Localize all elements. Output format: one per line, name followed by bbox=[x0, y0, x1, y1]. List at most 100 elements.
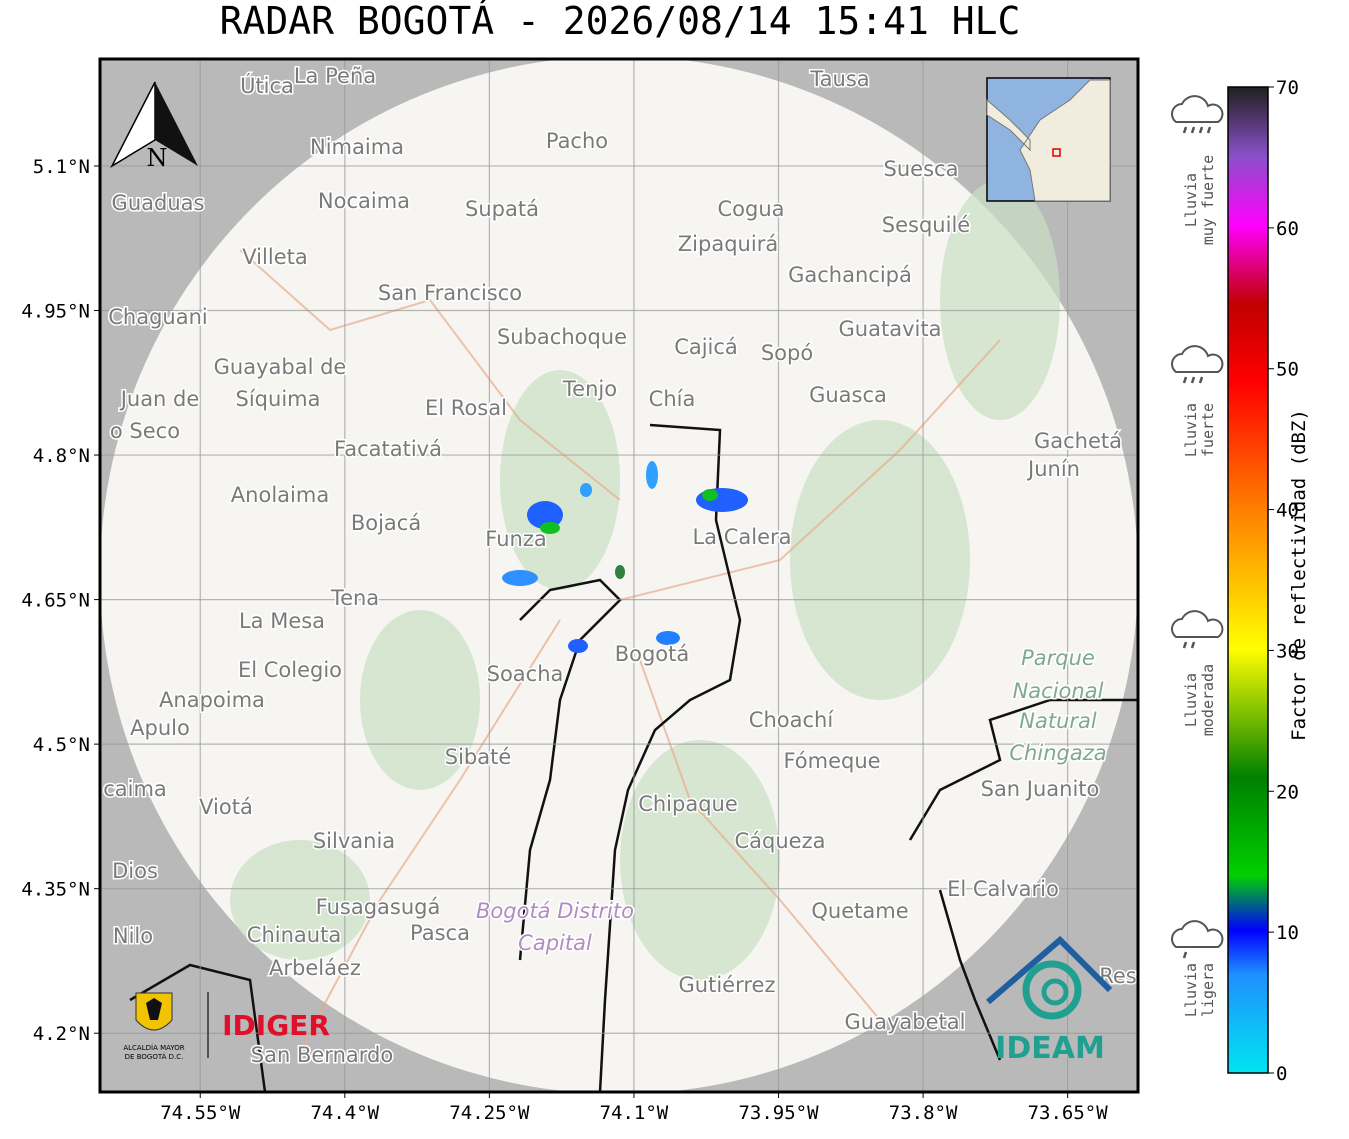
place-label: Capital bbox=[518, 931, 592, 955]
place-label: o Seco bbox=[110, 419, 180, 443]
place-label: Guayabal de bbox=[214, 355, 347, 379]
rain-drop bbox=[1182, 951, 1188, 959]
place-label: San Juanito bbox=[981, 777, 1100, 801]
rain-drop bbox=[1190, 126, 1196, 134]
rain-level-label: Lluvia bbox=[1182, 173, 1200, 227]
place-label: Nimaima bbox=[310, 135, 404, 159]
place-label: Nilo bbox=[113, 924, 153, 948]
rain-level-label: Lluvia bbox=[1182, 403, 1200, 457]
colorbar-tick-label: 50 bbox=[1276, 359, 1299, 381]
rain-level-label: Lluvia bbox=[1182, 673, 1200, 727]
rain-icon bbox=[1171, 95, 1224, 123]
place-label: Nacional bbox=[1013, 679, 1104, 703]
place-label: Bojacá bbox=[351, 511, 421, 535]
rain-drop bbox=[1182, 376, 1188, 384]
place-label: Dios bbox=[112, 859, 158, 883]
place-label: Tena bbox=[330, 586, 379, 610]
terrain bbox=[230, 180, 1060, 980]
ideam-logo: IDEAM bbox=[986, 935, 1113, 1066]
y-tick-label: 4.95°N bbox=[21, 301, 90, 323]
place-label: San Francisco bbox=[378, 281, 522, 305]
place-label: Natural bbox=[1019, 709, 1097, 733]
roads bbox=[239, 249, 1001, 1051]
place-label: La Calera bbox=[692, 525, 791, 549]
place-label: Junín bbox=[1026, 457, 1080, 481]
place-labels: Útica La Peña Tausa Pacho Nimaima Guaduas Noca… bbox=[102, 63, 1138, 1069]
place-label: Sesquilé bbox=[882, 213, 970, 237]
rain-icon bbox=[1171, 610, 1224, 638]
x-tick-label: 73.65°W bbox=[1028, 1102, 1109, 1124]
plot-frame bbox=[98, 57, 1140, 1094]
place-label: Cajicá bbox=[674, 335, 738, 359]
map bbox=[100, 59, 1138, 1092]
colorbar bbox=[1227, 86, 1269, 1074]
place-label: Gachetá bbox=[1034, 429, 1122, 453]
place-label: Juan de bbox=[119, 387, 200, 411]
ideam-text: IDEAM bbox=[995, 1031, 1105, 1066]
place-label: Sibaté bbox=[445, 745, 512, 769]
rain-level-label: ligera bbox=[1199, 963, 1217, 1017]
x-tick-label: 73.95°W bbox=[738, 1102, 819, 1124]
place-label: Apulo bbox=[130, 716, 190, 740]
place-label: Síquima bbox=[236, 387, 321, 411]
place-label: Suesca bbox=[884, 157, 959, 181]
place-label: San Bernardo bbox=[251, 1043, 393, 1067]
inset-map bbox=[986, 77, 1111, 202]
place-label: Fusagasugá bbox=[316, 895, 441, 919]
y-tick-label: 4.65°N bbox=[21, 590, 90, 612]
place-label: Facatativá bbox=[334, 437, 442, 461]
place-label: Nocaima bbox=[318, 189, 410, 213]
colorbar-tick-label: 0 bbox=[1276, 1063, 1287, 1085]
place-label: Anapoima bbox=[159, 688, 265, 712]
place-label: Bogotá bbox=[615, 642, 690, 666]
y-tick-label: 4.2°N bbox=[33, 1023, 90, 1045]
place-label: Guatavita bbox=[839, 317, 942, 341]
place-label: Pacho bbox=[546, 129, 608, 153]
place-label: Zipaquirá bbox=[678, 232, 778, 256]
rain-drop bbox=[1198, 376, 1204, 384]
rain-drop bbox=[1206, 126, 1212, 134]
place-label: Pasca bbox=[410, 921, 470, 945]
rain-drop bbox=[1190, 376, 1196, 384]
place-label: Funza bbox=[485, 527, 546, 551]
alcaldia-logo: ALCALDÍA MAYOR DE BOGOTÁ D.C. bbox=[123, 992, 209, 1061]
north-label: N bbox=[147, 144, 168, 172]
place-label: El Calvario bbox=[947, 877, 1059, 901]
place-label: Villeta bbox=[242, 245, 307, 269]
rain-level-label: moderada bbox=[1199, 664, 1217, 736]
place-label: Útica bbox=[240, 73, 294, 98]
rain-level-label: muy fuerte bbox=[1199, 155, 1217, 245]
place-label: Bogotá Distrito bbox=[476, 899, 634, 923]
rain-drop bbox=[1190, 641, 1196, 649]
x-tick-label: 74.25°W bbox=[449, 1102, 530, 1124]
y-tick-label: 4.35°N bbox=[21, 879, 90, 901]
place-label: Cogua bbox=[717, 197, 784, 221]
place-label: Viotá bbox=[199, 795, 253, 819]
place-label: Sopó bbox=[761, 341, 813, 365]
colorbar-tick-label: 10 bbox=[1276, 922, 1299, 944]
rain-drop bbox=[1182, 641, 1188, 649]
colorbar-tick-label: 60 bbox=[1276, 218, 1299, 240]
alcaldia-text: DE BOGOTÁ D.C. bbox=[125, 1052, 184, 1061]
rain-level-label: fuerte bbox=[1199, 403, 1217, 457]
x-tick-label: 74.55°W bbox=[160, 1102, 241, 1124]
y-tick-label: 5.1°N bbox=[33, 156, 90, 178]
place-label: El Colegio bbox=[238, 658, 342, 682]
place-label: Chingaza bbox=[1009, 741, 1106, 765]
place-label: Guaduas bbox=[112, 191, 205, 215]
rain-level-label: Lluvia bbox=[1182, 963, 1200, 1017]
place-label: Gachancipá bbox=[788, 263, 912, 287]
alcaldia-text: ALCALDÍA MAYOR bbox=[123, 1043, 184, 1052]
place-label: Cáqueza bbox=[735, 829, 826, 853]
y-tick-label: 4.8°N bbox=[33, 445, 90, 467]
grid: 74.55°W 74.4°W 74.25°W 74.1°W 73.95°W 73.8°W 7… bbox=[21, 59, 1138, 1124]
colorbar-label: Factor de reflectividad (dBZ) bbox=[1288, 409, 1310, 741]
place-label: Tausa bbox=[809, 67, 869, 91]
place-label: Gutiérrez bbox=[679, 973, 776, 997]
place-label: Guasca bbox=[809, 383, 887, 407]
place-label: Choachí bbox=[749, 708, 835, 732]
place-label: caima bbox=[103, 777, 167, 801]
idiger-logo: IDIGER bbox=[222, 1009, 330, 1042]
